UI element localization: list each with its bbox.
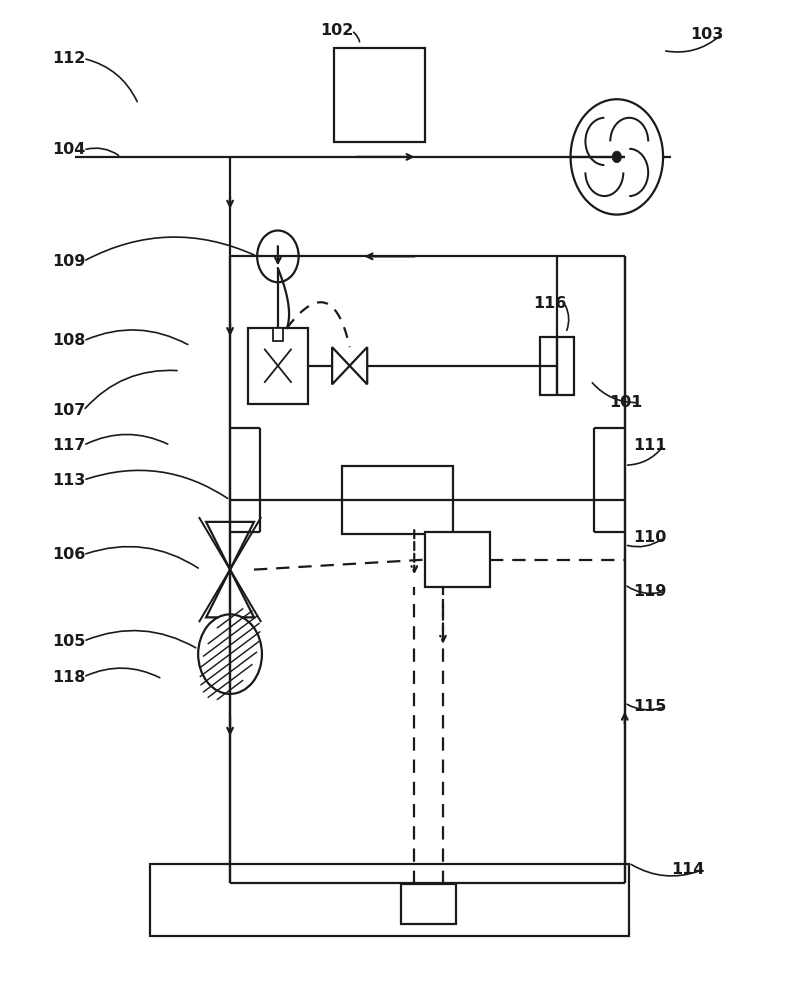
Text: 119: 119 (632, 584, 666, 599)
Bar (401, 884, 456, 924)
Text: 101: 101 (608, 395, 642, 410)
Text: 106: 106 (52, 547, 86, 562)
Polygon shape (206, 570, 253, 617)
Circle shape (198, 614, 261, 694)
Text: 114: 114 (670, 862, 703, 877)
Text: 110: 110 (632, 530, 666, 545)
Circle shape (611, 151, 621, 163)
Text: 104: 104 (52, 142, 86, 157)
Bar (342, 466, 453, 534)
Text: 109: 109 (52, 254, 86, 269)
Text: 117: 117 (52, 438, 86, 453)
Bar (150, 864, 628, 936)
Text: 108: 108 (52, 333, 86, 348)
Text: 115: 115 (632, 699, 666, 714)
Text: 113: 113 (52, 473, 86, 488)
Bar (540, 337, 573, 395)
Polygon shape (206, 522, 253, 570)
Polygon shape (349, 347, 367, 384)
Text: 111: 111 (632, 438, 666, 453)
Text: 107: 107 (52, 403, 86, 418)
Text: 116: 116 (533, 296, 565, 311)
Text: 103: 103 (689, 27, 723, 42)
Text: 112: 112 (52, 51, 86, 66)
Bar (424, 532, 489, 587)
Polygon shape (332, 347, 349, 384)
Circle shape (257, 231, 298, 282)
Bar (247, 328, 308, 404)
Circle shape (570, 99, 662, 215)
Text: 102: 102 (320, 23, 353, 38)
Text: 118: 118 (52, 670, 86, 685)
Bar (334, 48, 425, 142)
Bar (272, 328, 283, 341)
Text: 105: 105 (52, 634, 86, 649)
